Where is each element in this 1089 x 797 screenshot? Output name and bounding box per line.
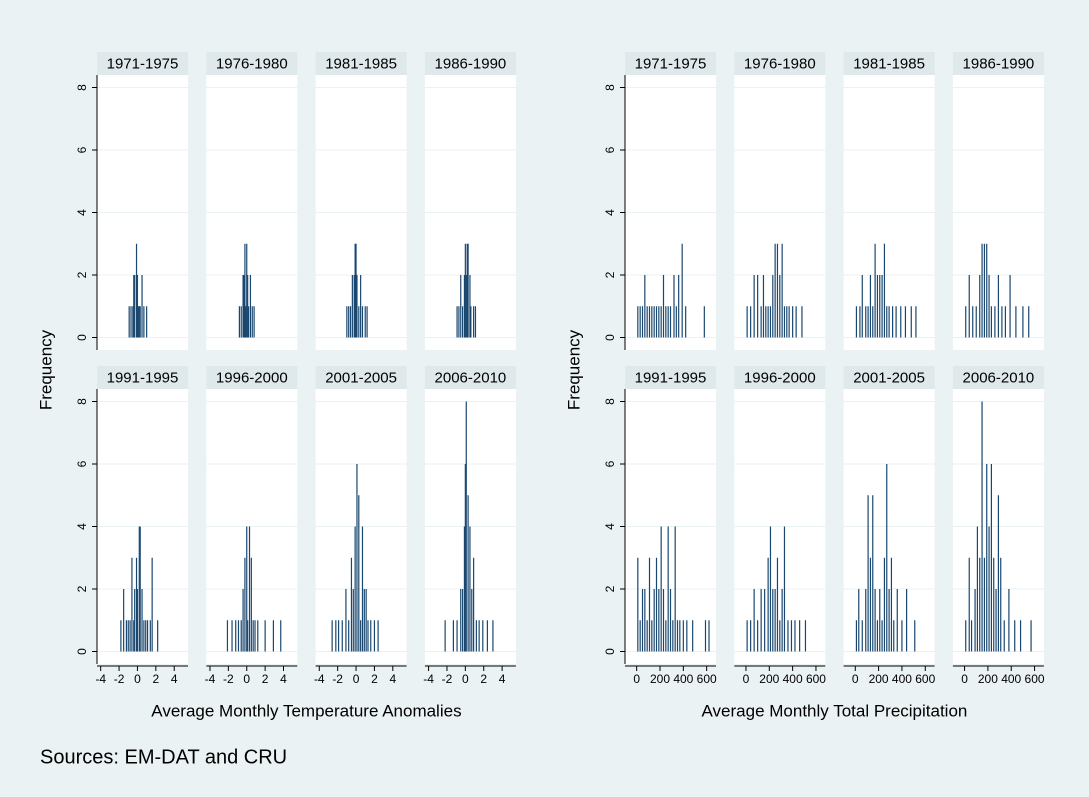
panel-title: 2001-2005 [853,369,925,386]
x-tick-label: 400 [673,672,693,686]
x-tick-label: 2 [371,672,378,686]
y-tick-label: 8 [75,84,89,91]
source-note: Sources: EM-DAT and CRU [40,746,287,768]
panel-title: 1976-1980 [216,55,288,72]
panel-title: 2006-2010 [435,369,507,386]
x-tick-label: 2 [480,672,487,686]
panel-title: 1991-1995 [635,369,707,386]
x-tick-label: 600 [915,672,935,686]
panel-title: 1986-1990 [963,55,1035,72]
panel-header [315,366,407,389]
panel-header [952,52,1044,75]
panel-header [734,52,826,75]
x-axis-title: Average Monthly Temperature Anomalies [151,701,461,720]
panel-header [734,366,826,389]
x-tick-label: 200 [978,672,998,686]
y-tick-label: 2 [75,271,89,278]
x-tick-label: 4 [499,672,506,686]
panel-title: 1971-1975 [635,55,707,72]
x-tick-label: 0 [633,672,640,686]
panel-title: 1981-1985 [325,55,397,72]
y-tick-label: 0 [75,334,89,341]
x-tick-label: 4 [280,672,287,686]
x-tick-label: -4 [314,672,325,686]
panel-header [97,366,188,389]
x-tick-label: -4 [95,672,106,686]
x-tick-label: 600 [697,672,717,686]
y-tick-label: 0 [75,648,89,655]
y-tick-label: 6 [603,146,617,153]
x-tick-label: -4 [205,672,216,686]
y-tick-label: 6 [75,460,89,467]
x-tick-label: 200 [650,672,670,686]
x-tick-label: 400 [892,672,912,686]
x-tick-label: 4 [389,672,396,686]
x-tick-label: -4 [423,672,434,686]
panel-header [206,52,298,75]
y-axis-title: Frequency [564,329,583,410]
panel-header [424,52,516,75]
panel-title: 1981-1985 [853,55,925,72]
panel-header [625,52,716,75]
panel-header [97,52,188,75]
y-tick-label: 2 [603,271,617,278]
panel-title: 1986-1990 [435,55,507,72]
panel-header [424,366,516,389]
x-tick-label: 400 [783,672,803,686]
panel-title: 2001-2005 [325,369,397,386]
x-tick-label: 0 [243,672,250,686]
x-tick-label: 600 [806,672,826,686]
x-tick-label: 0 [353,672,360,686]
panel-title: 2006-2010 [963,369,1035,386]
x-tick-label: -2 [442,672,453,686]
panel-header [952,366,1044,389]
x-tick-label: 0 [462,672,469,686]
y-tick-label: 8 [603,84,617,91]
x-tick-label: -2 [332,672,343,686]
x-tick-label: 0 [852,672,859,686]
panel-title: 1996-2000 [216,369,288,386]
panel-header [843,52,935,75]
x-tick-label: 0 [134,672,141,686]
y-tick-label: 4 [75,209,89,216]
x-tick-label: 600 [1025,672,1045,686]
x-tick-label: -2 [223,672,234,686]
x-tick-label: 0 [961,672,968,686]
x-tick-label: 4 [171,672,178,686]
y-axis-title: Frequency [36,329,55,410]
x-tick-label: 400 [1001,672,1021,686]
y-tick-label: 6 [603,460,617,467]
x-tick-label: 200 [869,672,889,686]
y-tick-label: 8 [603,398,617,405]
y-tick-label: 0 [603,334,617,341]
y-tick-label: 4 [603,209,617,216]
y-tick-label: 8 [75,398,89,405]
panel-header [206,366,298,389]
x-axis-title: Average Monthly Total Precipitation [702,701,968,720]
panel-title: 1971-1975 [107,55,179,72]
y-tick-label: 2 [603,585,617,592]
y-tick-label: 0 [603,648,617,655]
x-tick-label: 0 [743,672,750,686]
x-tick-label: 2 [262,672,269,686]
panel-header [315,52,407,75]
panel-title: 1976-1980 [744,55,816,72]
panel-header [843,366,935,389]
y-tick-label: 2 [75,585,89,592]
panel-title: 1996-2000 [744,369,816,386]
x-tick-label: -2 [114,672,125,686]
x-tick-label: 200 [759,672,779,686]
y-tick-label: 4 [75,523,89,530]
panel-title: 1991-1995 [107,369,179,386]
y-tick-label: 6 [75,146,89,153]
y-tick-label: 4 [603,523,617,530]
x-tick-label: 2 [152,672,159,686]
panel-header [625,366,716,389]
